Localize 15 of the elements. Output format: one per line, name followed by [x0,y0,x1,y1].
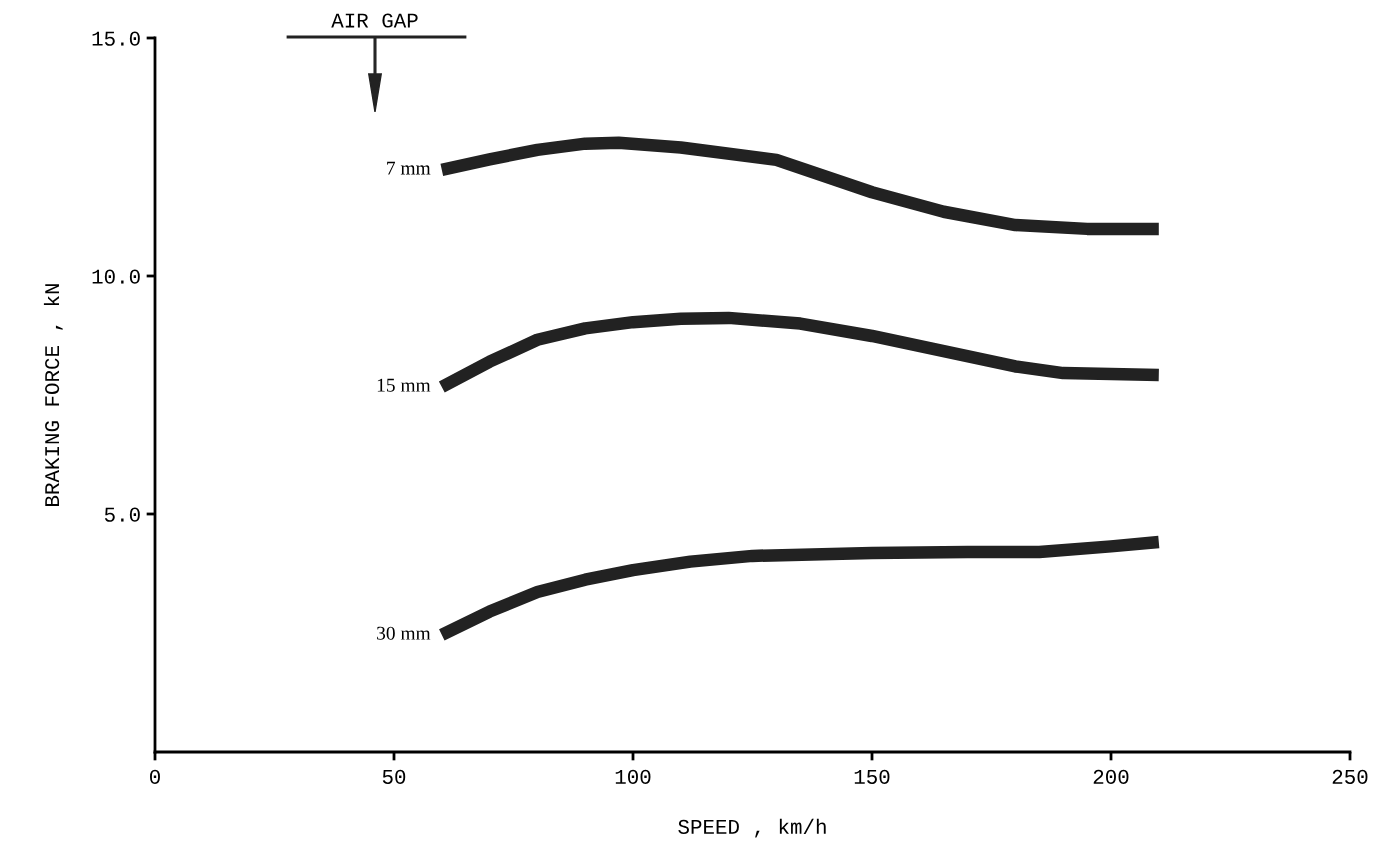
series-label: 30 mm [377,626,431,640]
y-tick-label: 10.0 [92,269,140,284]
y-tick-label: 5.0 [104,507,140,522]
series-label: 7 mm [387,161,431,175]
x-tick-label: 50 [382,769,406,784]
y-tick-label: 15.0 [92,31,140,46]
x-axis-title: SPEED , km/h [678,818,826,838]
x-tick-label: 0 [150,769,160,784]
x-tick-label: 100 [615,769,651,784]
y-axis-title: BRAKING FORCE , kN [43,284,63,506]
x-tick-label: 150 [854,769,890,784]
x-tick-label: 200 [1093,769,1129,784]
x-tick-label: 250 [1332,769,1368,784]
text: AIR GAP [331,13,418,28]
series-label: 15 mm [377,378,431,392]
